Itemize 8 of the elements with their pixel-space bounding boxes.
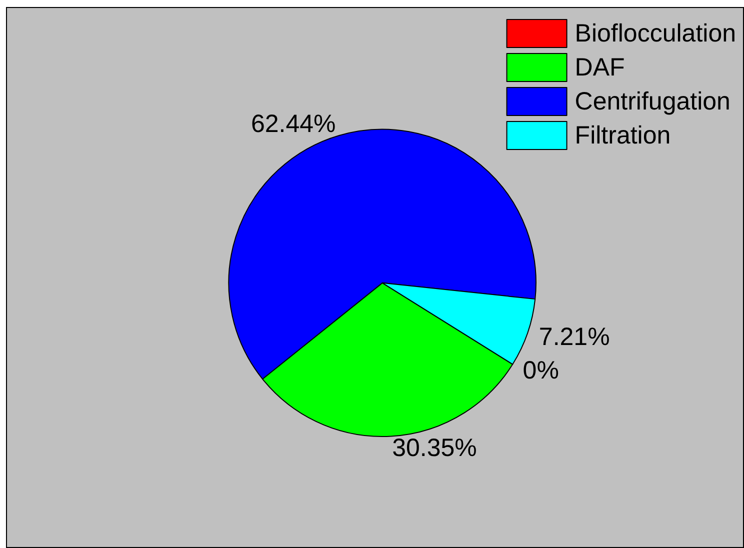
legend-label: Bioflocculation xyxy=(574,20,736,48)
data-label: 7.21% xyxy=(538,322,610,351)
legend-label: DAF xyxy=(574,54,625,82)
data-label: 62.44% xyxy=(250,110,336,138)
legend-label: Filtration xyxy=(574,122,671,150)
data-label: 30.35% xyxy=(392,434,477,462)
text: 0% xyxy=(522,356,559,385)
legend-label: Centrifugation xyxy=(574,88,730,116)
